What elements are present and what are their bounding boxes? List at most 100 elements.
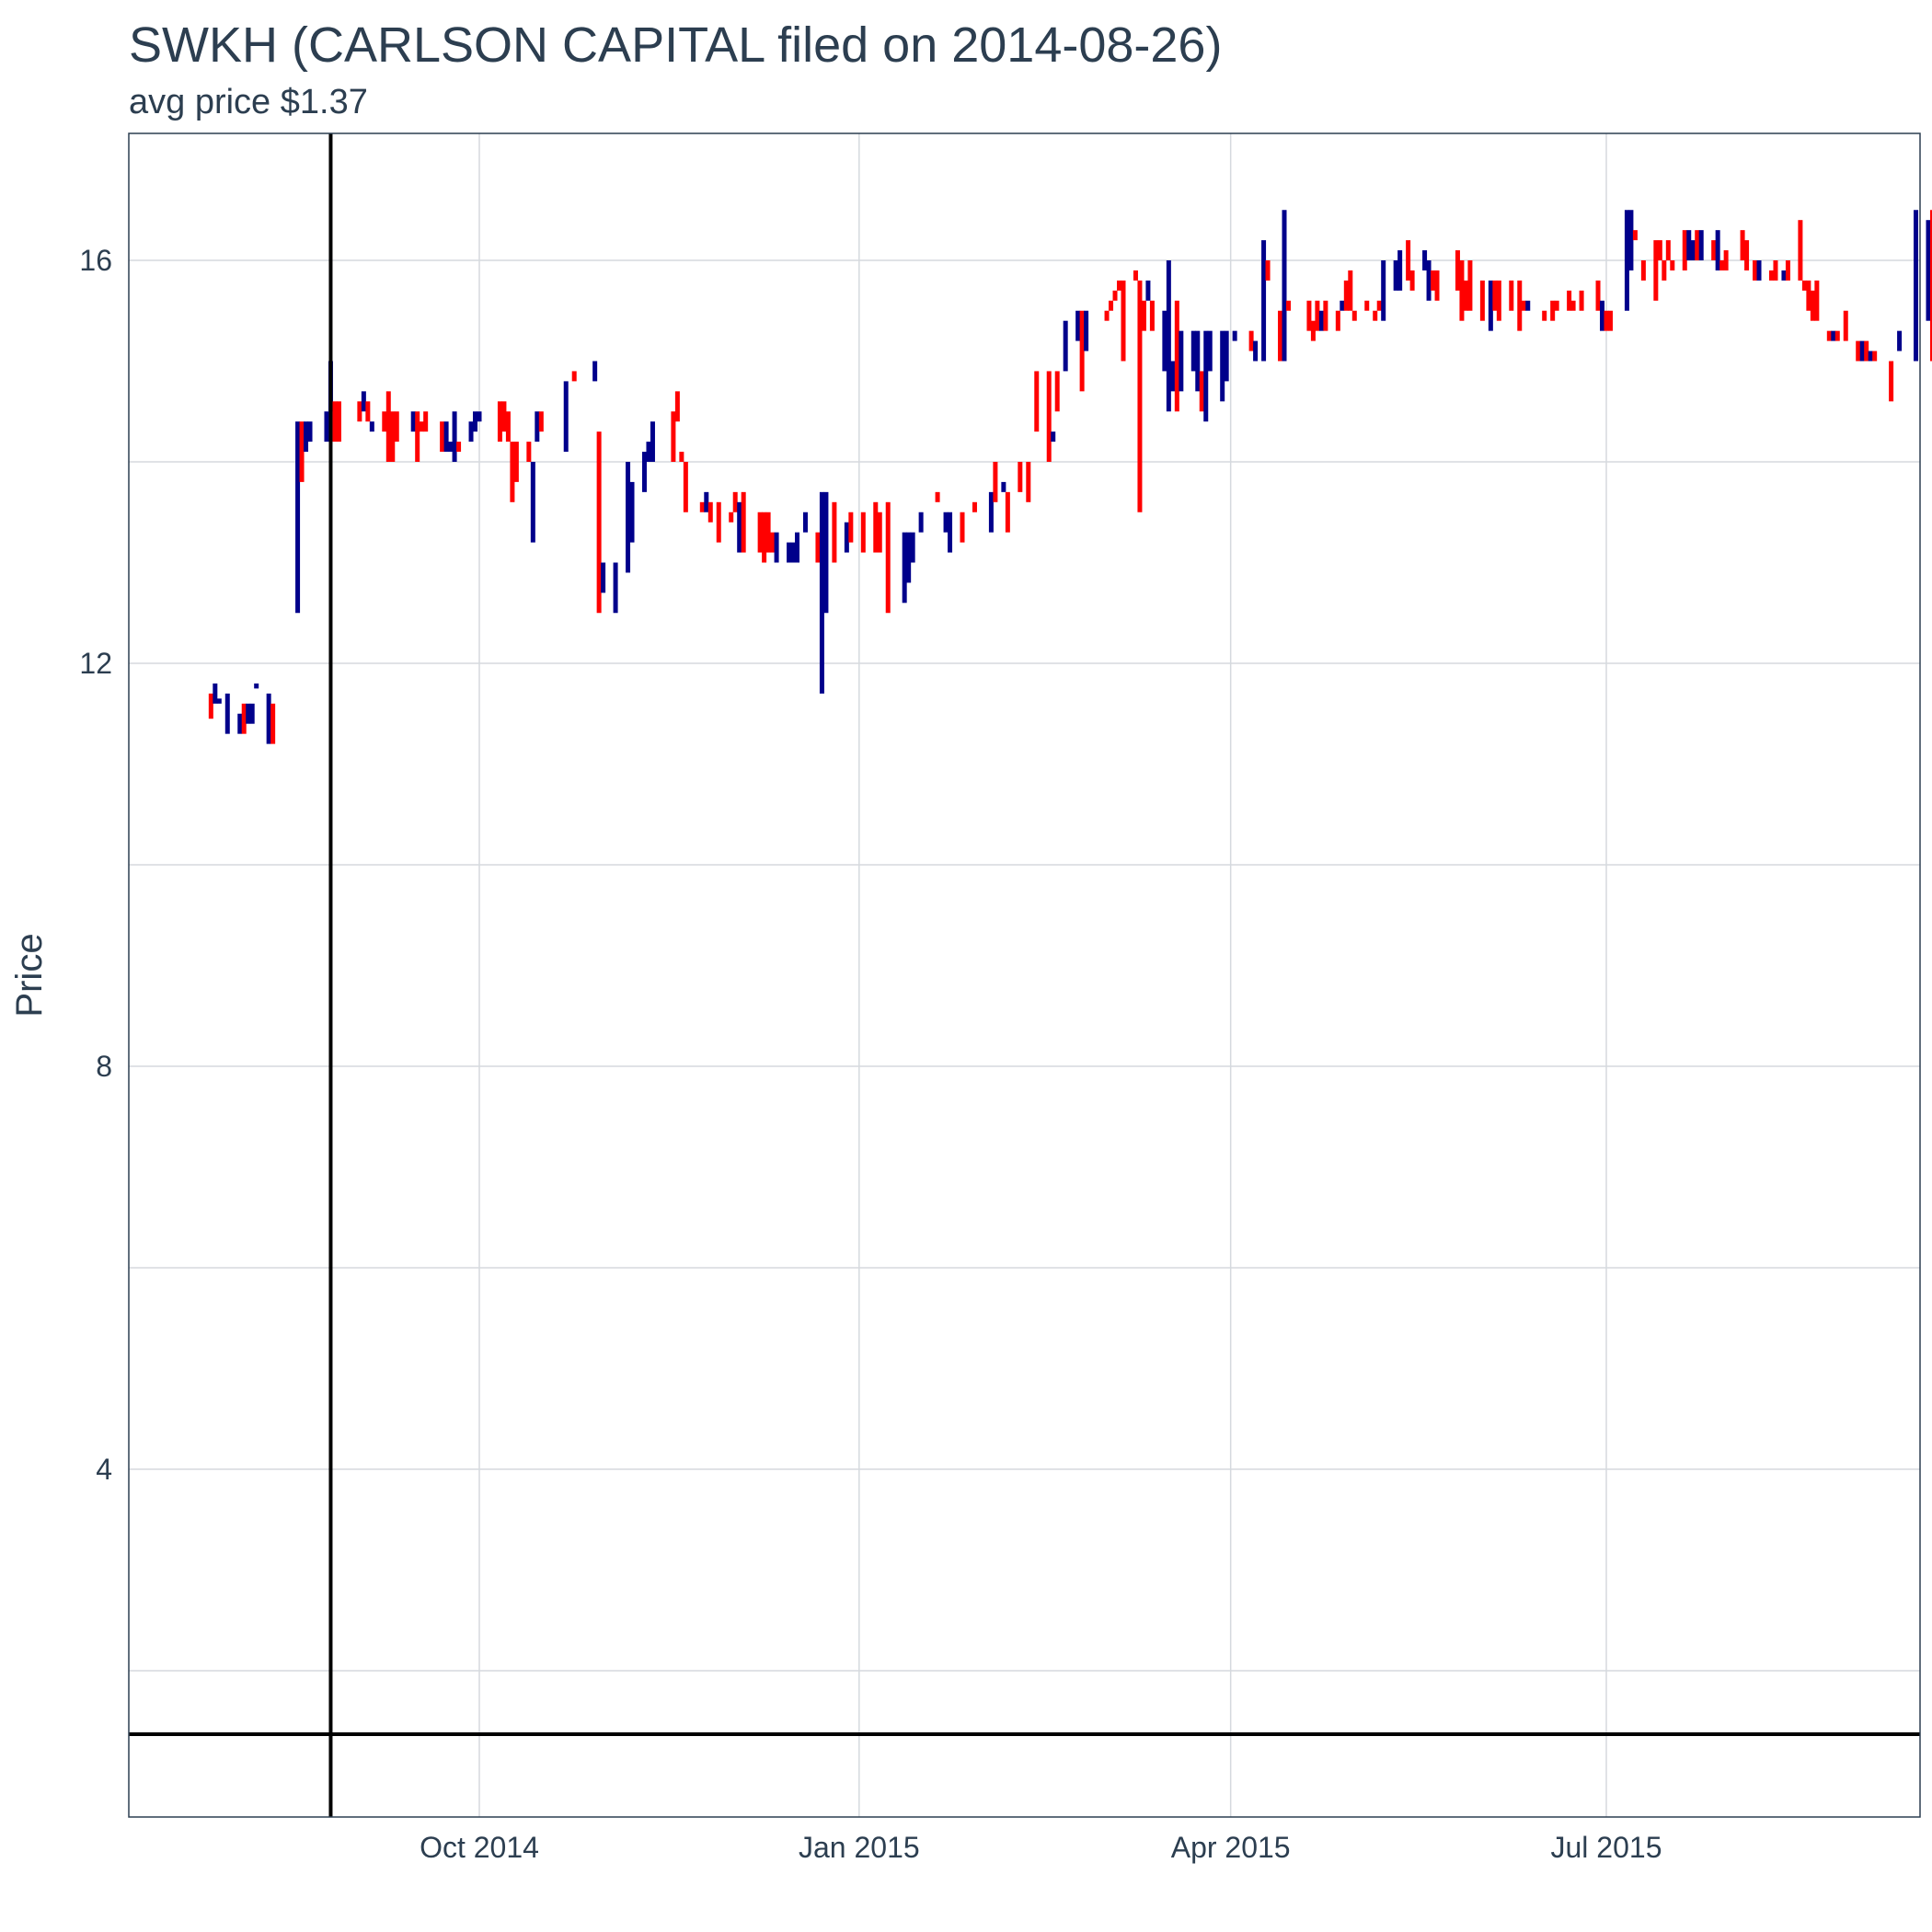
price-bar — [650, 421, 655, 462]
price-bar — [419, 421, 424, 432]
price-bar — [1051, 431, 1056, 443]
price-bar — [1488, 280, 1493, 331]
price-bar — [1604, 310, 1609, 331]
price-bar — [774, 532, 779, 563]
price-bar — [1253, 340, 1259, 362]
price-bar — [473, 411, 478, 432]
price-bar — [304, 421, 309, 453]
price-bar — [1046, 371, 1052, 462]
price-bar — [1104, 310, 1110, 321]
price-bar — [1459, 260, 1465, 321]
price-bar — [1203, 330, 1209, 422]
price-bar — [1422, 250, 1428, 270]
price-bar — [993, 462, 998, 502]
price-bar — [885, 501, 891, 614]
y-axis-title: Price — [9, 933, 50, 1017]
x-tick-label: Jul 2015 — [1551, 1831, 1662, 1864]
price-bar — [501, 401, 507, 432]
price-bar — [613, 562, 618, 614]
price-bar — [1653, 240, 1659, 301]
price-bar — [394, 411, 399, 443]
price-bar — [1843, 310, 1848, 341]
price-bar — [1686, 230, 1692, 260]
price-bar — [1133, 270, 1138, 281]
y-tick-label: 12 — [79, 647, 112, 680]
price-bar — [1232, 330, 1237, 341]
price-bar — [1426, 260, 1432, 301]
price-bar — [443, 421, 449, 453]
price-bar — [1054, 371, 1060, 412]
price-bar — [948, 512, 953, 553]
price-bar — [365, 401, 371, 422]
price-bar — [1814, 280, 1820, 321]
price-bar — [1431, 270, 1436, 291]
price-bar — [1570, 300, 1576, 311]
price-bar — [1826, 330, 1832, 341]
price-bar — [1550, 300, 1556, 321]
price-bar — [1170, 361, 1176, 392]
price-bar — [1740, 230, 1745, 260]
price-bar — [1744, 240, 1750, 270]
price-bar — [563, 381, 569, 453]
price-bar — [988, 491, 994, 533]
price-bar — [513, 442, 519, 482]
price-bar — [1409, 270, 1415, 291]
price-bar — [1063, 320, 1068, 372]
price-bar — [1914, 210, 1919, 362]
price-bar — [382, 411, 387, 432]
y-tick-label: 8 — [96, 1050, 112, 1083]
chart-title: SWKH (CARLSON CAPITAL filed on 2014-08-2… — [129, 17, 1223, 73]
price-bar — [802, 512, 808, 533]
price-bar — [1554, 300, 1559, 311]
price-bar — [307, 421, 313, 443]
price-bar — [336, 401, 341, 443]
price-bar — [1084, 310, 1089, 351]
price-bar — [902, 532, 907, 604]
price-bar — [299, 421, 305, 482]
price-bar — [592, 361, 598, 382]
price-bar — [1509, 280, 1514, 311]
price-bar — [1141, 300, 1146, 331]
price-bar — [497, 401, 502, 443]
price-bar — [819, 491, 824, 694]
price-bar — [295, 421, 301, 614]
price-bar — [448, 442, 454, 453]
price-bar — [224, 693, 230, 734]
price-bar — [415, 411, 420, 462]
chart-subtitle: avg price $1.37 — [129, 83, 368, 121]
price-bar — [762, 512, 767, 563]
price-bar — [674, 391, 680, 422]
price-bar — [601, 562, 606, 593]
y-tick-label: 16 — [79, 244, 112, 277]
price-bar — [477, 411, 482, 422]
price-bar — [452, 411, 457, 462]
price-bar — [1640, 260, 1646, 281]
price-bar — [1195, 330, 1201, 392]
price-bar — [1265, 260, 1271, 281]
price-bar — [757, 512, 763, 553]
price-bar — [1149, 300, 1155, 331]
price-bar — [1665, 240, 1671, 260]
price-bar — [1335, 310, 1340, 331]
price-bar — [249, 703, 255, 724]
price-bar — [1282, 210, 1287, 362]
price-bar — [732, 491, 738, 512]
price-bar — [1207, 330, 1213, 372]
price-bar — [571, 371, 577, 382]
price-bar — [1315, 300, 1320, 331]
price-bar — [848, 512, 854, 543]
price-bar — [832, 501, 837, 563]
price-bar — [737, 501, 742, 553]
price-bar — [1117, 280, 1122, 291]
price-bar — [1467, 260, 1473, 311]
price-bar — [1318, 310, 1324, 331]
price-bar — [357, 401, 362, 422]
x-tick-label: Apr 2015 — [1171, 1831, 1291, 1864]
price-bar — [906, 532, 912, 583]
price-bar — [1856, 340, 1861, 362]
price-bar — [1719, 260, 1725, 270]
x-tick-label: Oct 2014 — [420, 1831, 539, 1864]
price-bar — [1199, 371, 1204, 412]
price-bar — [765, 512, 771, 553]
